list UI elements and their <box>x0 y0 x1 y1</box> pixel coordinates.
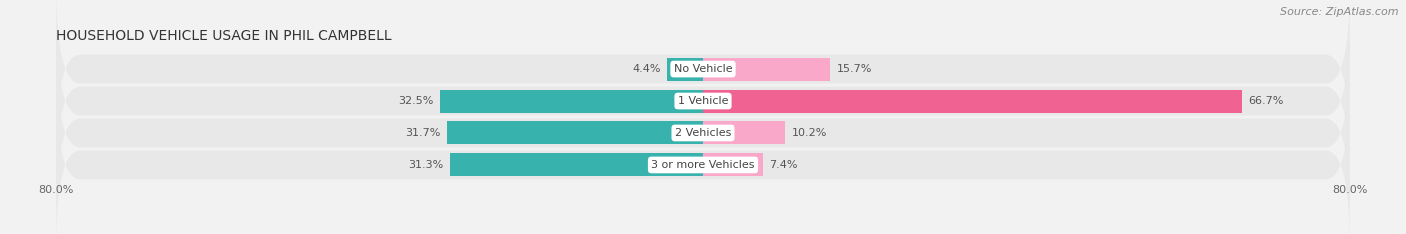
FancyBboxPatch shape <box>56 84 1350 234</box>
Text: 15.7%: 15.7% <box>837 64 872 74</box>
Bar <box>703 90 1243 113</box>
Text: 31.3%: 31.3% <box>408 160 443 170</box>
FancyBboxPatch shape <box>56 19 1350 183</box>
Bar <box>440 90 703 113</box>
Bar <box>703 121 786 144</box>
Text: 31.7%: 31.7% <box>405 128 440 138</box>
Bar <box>447 121 703 144</box>
Text: 66.7%: 66.7% <box>1249 96 1284 106</box>
Bar <box>450 154 703 176</box>
Text: HOUSEHOLD VEHICLE USAGE IN PHIL CAMPBELL: HOUSEHOLD VEHICLE USAGE IN PHIL CAMPBELL <box>56 29 392 43</box>
FancyBboxPatch shape <box>56 0 1350 150</box>
Bar <box>668 58 703 80</box>
Text: 1 Vehicle: 1 Vehicle <box>678 96 728 106</box>
Text: Source: ZipAtlas.com: Source: ZipAtlas.com <box>1281 7 1399 17</box>
Bar <box>703 154 763 176</box>
Text: 2 Vehicles: 2 Vehicles <box>675 128 731 138</box>
FancyBboxPatch shape <box>56 51 1350 215</box>
Text: No Vehicle: No Vehicle <box>673 64 733 74</box>
Text: 10.2%: 10.2% <box>792 128 827 138</box>
Bar <box>703 58 830 80</box>
Text: 7.4%: 7.4% <box>769 160 797 170</box>
Text: 3 or more Vehicles: 3 or more Vehicles <box>651 160 755 170</box>
Text: 4.4%: 4.4% <box>633 64 661 74</box>
Text: 32.5%: 32.5% <box>398 96 434 106</box>
